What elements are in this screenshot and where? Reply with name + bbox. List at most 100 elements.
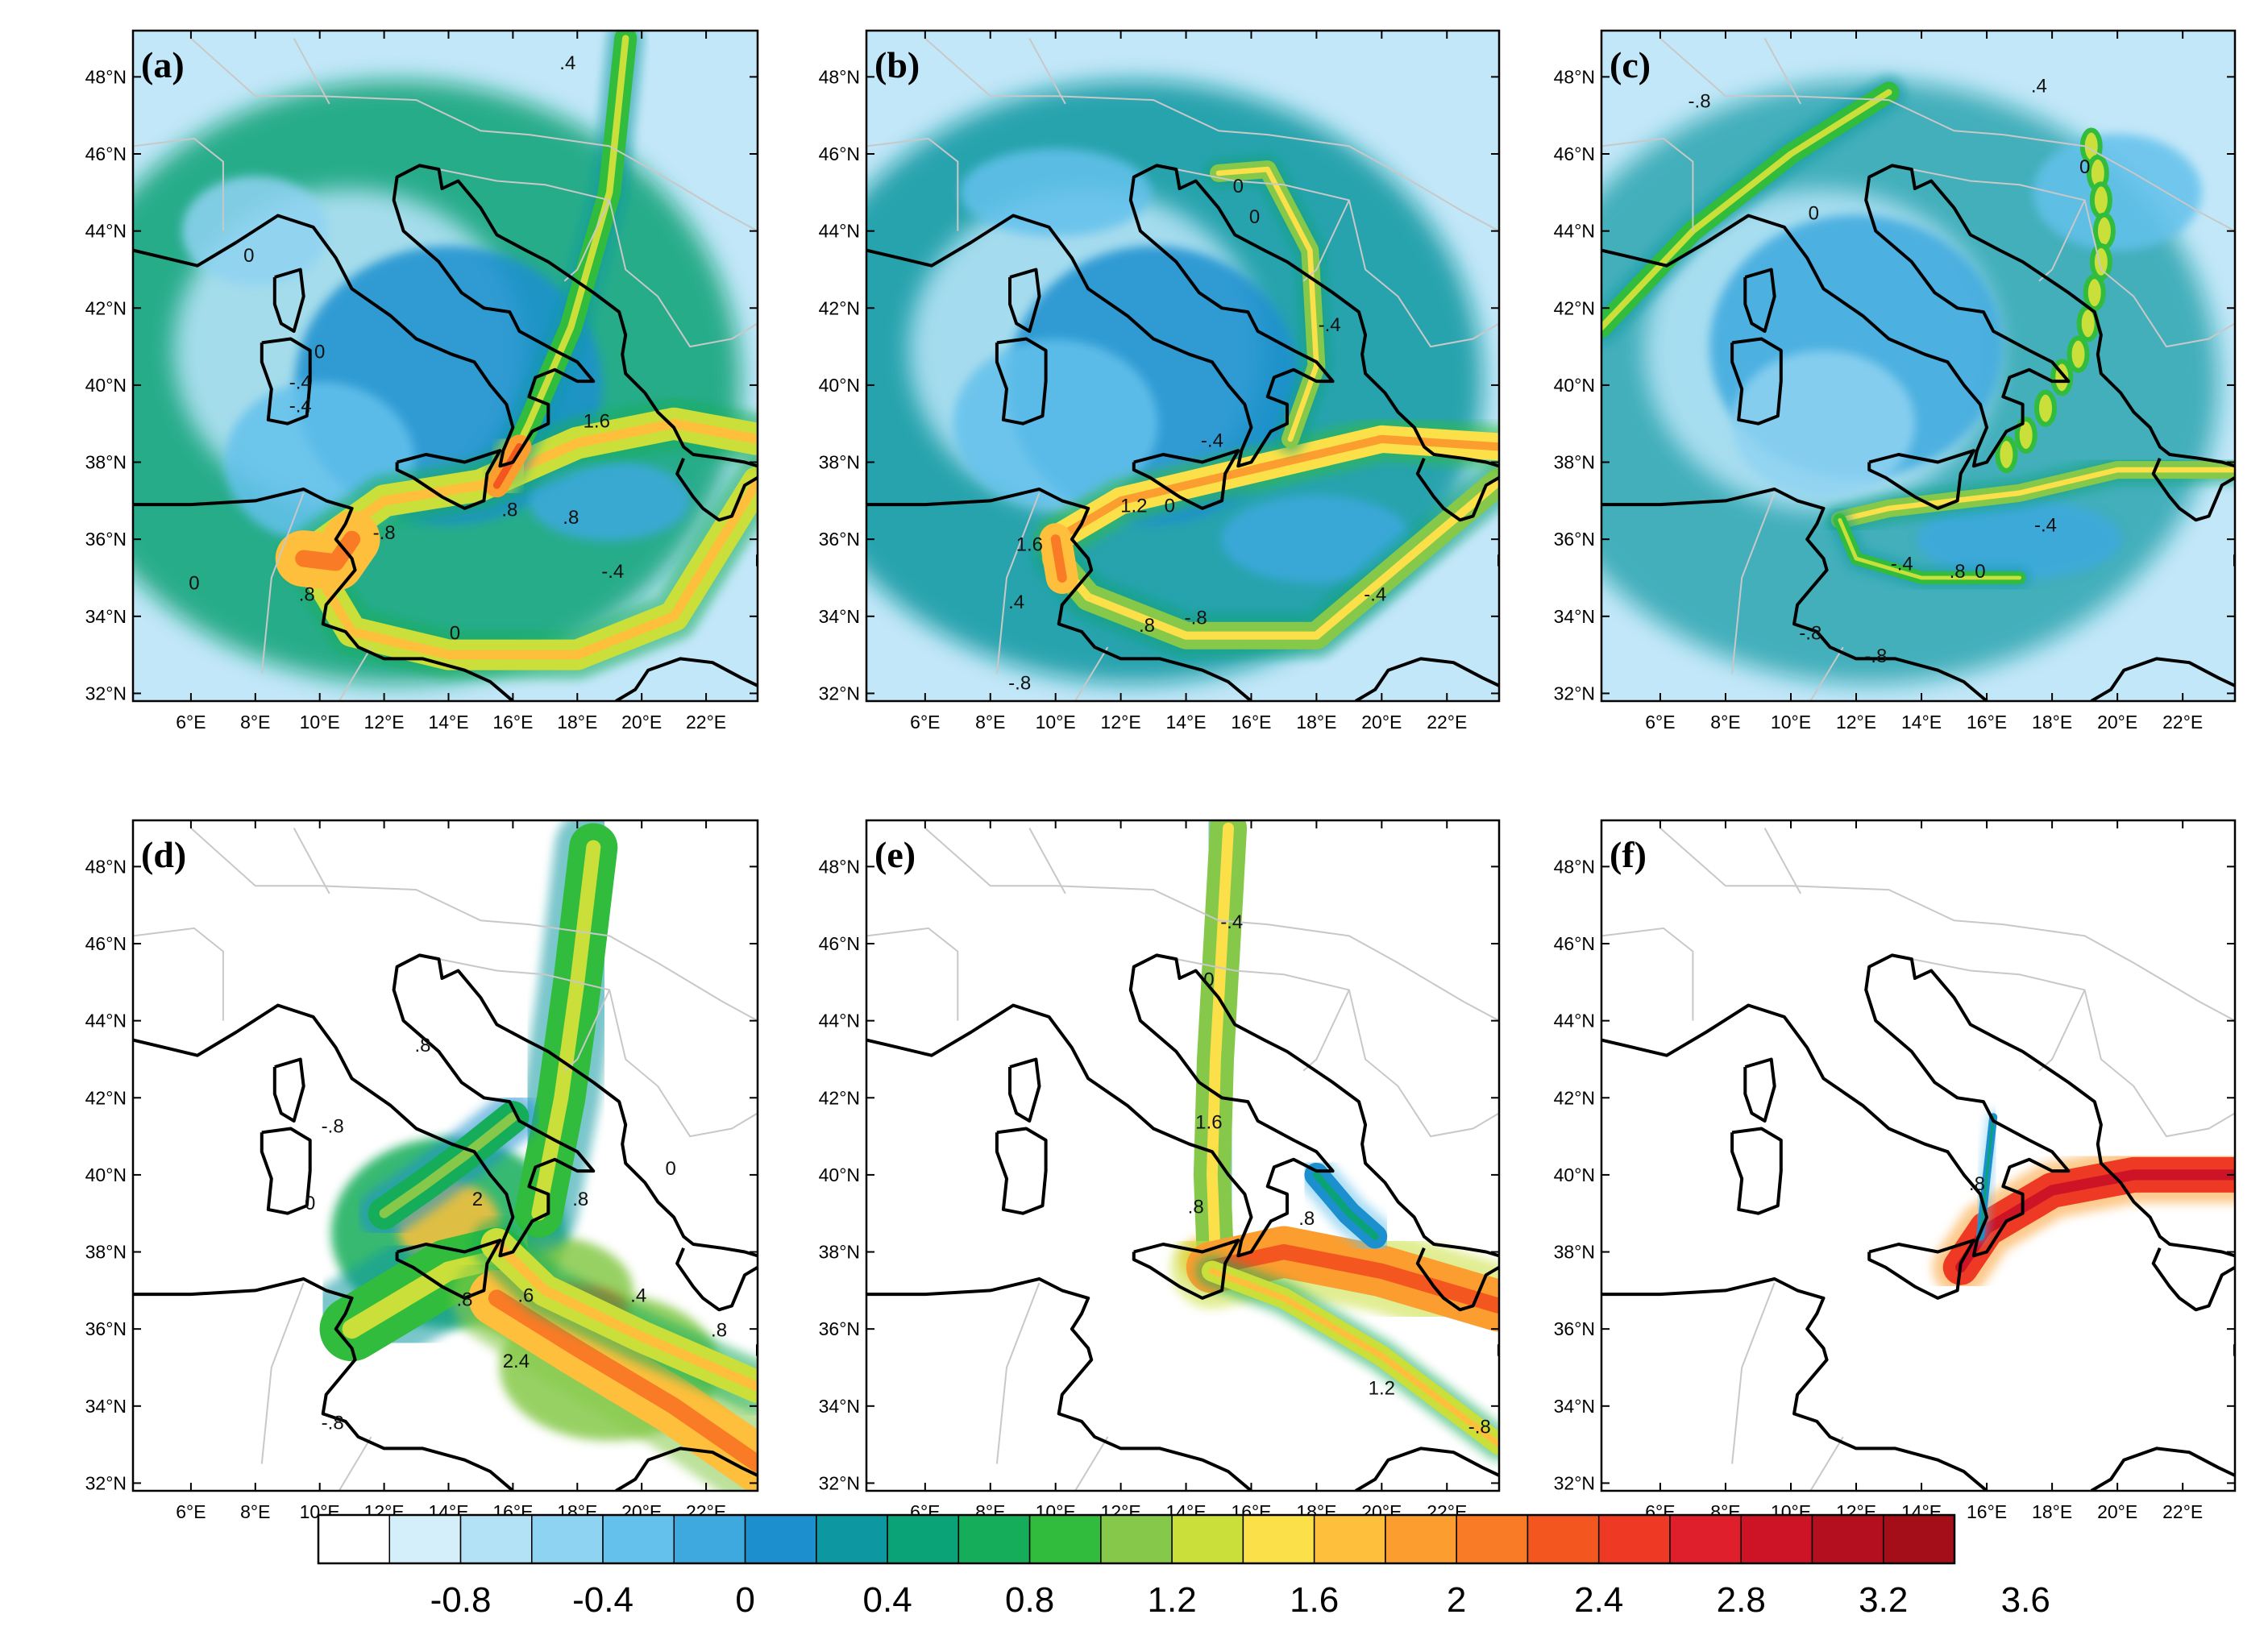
lat-tick-label: 44°N xyxy=(1554,1011,1595,1031)
colorbar-box xyxy=(1669,1514,1742,1564)
coastline xyxy=(866,164,1499,468)
lon-tick-label: 10°E xyxy=(1771,712,1811,733)
lon-tick-label: 12°E xyxy=(1836,712,1876,733)
country-border xyxy=(260,492,305,674)
contour-label: 0 xyxy=(1203,969,1214,991)
lat-tick-label: 46°N xyxy=(85,143,127,164)
lon-tick-label: 14°E xyxy=(1165,712,1206,733)
lon-tick-label: 6°E xyxy=(176,1501,206,1522)
country-border xyxy=(260,1282,305,1464)
coastline xyxy=(1008,1057,1041,1123)
country-border xyxy=(924,827,1499,1022)
country-border xyxy=(1731,1282,1776,1464)
contour-label: 0 xyxy=(314,341,325,363)
country-border xyxy=(1074,646,1109,701)
colorbar-box xyxy=(957,1514,1031,1564)
contour-label: -.4 xyxy=(1220,911,1243,933)
map-frame xyxy=(865,819,1501,1492)
field-layer: .8 xyxy=(1601,827,2235,1491)
lon-tick-label: 8°E xyxy=(240,712,270,733)
coastline xyxy=(1132,449,1240,510)
contour-label: 1.6 xyxy=(1195,1112,1222,1134)
lat-tick-label: 40°N xyxy=(819,375,860,396)
country-border xyxy=(1028,828,1066,894)
panel-label: (e) xyxy=(874,834,916,875)
panel-label: (a) xyxy=(141,44,185,85)
colorbar-box xyxy=(1242,1514,1315,1564)
field-band-core xyxy=(492,442,523,489)
lon-tick-label: 6°E xyxy=(176,712,206,733)
contour-label: .8 xyxy=(1950,561,1966,583)
coastline xyxy=(1601,953,2235,1258)
contour-label: .8 xyxy=(299,584,315,606)
coastline xyxy=(272,1057,305,1123)
lat-tick-label: 48°N xyxy=(1554,856,1595,877)
lon-tick-label: 18°E xyxy=(1296,712,1336,733)
country-border xyxy=(1731,492,1776,674)
contour-label: -.4 xyxy=(1201,430,1223,451)
lat-tick-label: 34°N xyxy=(819,1396,860,1417)
map-panel-d: -.8 0 .8 .8 0 2 .8 .6 .4 2.4 .8 -.8 32°N 34°N 36°N 38°N… xyxy=(85,819,759,1522)
field-blob xyxy=(1221,495,1412,583)
lat-tick-label: 36°N xyxy=(819,529,860,550)
lat-tick-label: 34°N xyxy=(1554,1396,1595,1417)
lon-tick-label: 6°E xyxy=(1645,712,1675,733)
field-band-core xyxy=(379,1112,518,1218)
field-layer: 00-.41.2.41.6.80-.4-.8-.8-.4 xyxy=(866,31,1499,701)
contour-label: -.8 xyxy=(1468,1416,1491,1438)
lat-tick-label: 42°N xyxy=(85,1087,127,1108)
country-border xyxy=(1601,137,1694,231)
lat-tick-label: 32°N xyxy=(85,1472,127,1493)
country-border xyxy=(1176,958,1499,1138)
lat-tick-label: 38°N xyxy=(1554,452,1595,473)
contour-label: -.8 xyxy=(1799,622,1821,644)
coastline xyxy=(866,1277,1252,1491)
country-border xyxy=(1601,927,1694,1021)
coastline xyxy=(1601,164,2235,468)
lat-tick-label: 34°N xyxy=(819,606,860,627)
map-panel-c: -.8 0 .4 0 -.4 -.8 -.4 .8 0 -.8 32°N 34°N 36°N 38°N 40… xyxy=(1554,29,2237,733)
lat-tick-label: 36°N xyxy=(1554,529,1595,550)
field-band-core xyxy=(1838,517,2021,580)
contour-label: 0 xyxy=(1233,176,1244,197)
lat-tick-label: 36°N xyxy=(85,1318,127,1339)
lon-tick-label: 22°E xyxy=(686,712,726,733)
map-frame xyxy=(1600,819,2237,1492)
contour-label: 0 xyxy=(1249,206,1260,228)
lat-tick-label: 42°N xyxy=(819,297,860,318)
lon-tick-label: 6°E xyxy=(910,712,940,733)
lat-tick-label: 38°N xyxy=(819,1242,860,1263)
contour-label: 2 xyxy=(472,1189,483,1210)
country-border xyxy=(1659,827,2235,1022)
lon-tick-label: 20°E xyxy=(2097,1501,2137,1522)
lat-tick-label: 34°N xyxy=(85,1396,127,1417)
lon-tick-label: 10°E xyxy=(1036,712,1076,733)
field-band-core xyxy=(295,530,361,571)
country-border xyxy=(438,958,758,1138)
lon-tick-label: 20°E xyxy=(1361,712,1402,733)
field-cell xyxy=(2034,389,2058,427)
contour-label: 1.2 xyxy=(1369,1377,1395,1399)
field-band-core xyxy=(1204,1243,1499,1314)
lon-tick-label: 18°E xyxy=(2032,1501,2072,1522)
contour-label: 1.2 xyxy=(1120,496,1147,517)
country-border xyxy=(995,1282,1041,1464)
coastline xyxy=(2151,1247,2235,1312)
lat-tick-label: 32°N xyxy=(819,683,860,704)
country-border xyxy=(133,137,224,231)
coastline xyxy=(1008,268,1041,333)
lat-tick-label: 44°N xyxy=(819,221,860,242)
colorbar-label: 2.8 xyxy=(1717,1580,1766,1620)
lat-tick-label: 38°N xyxy=(1554,1242,1595,1263)
colorbar-label: 1.2 xyxy=(1148,1580,1197,1620)
contour-label: .8 xyxy=(1139,615,1155,637)
coastline xyxy=(866,488,1252,701)
map-panel-a: -.40-.401.6.8.8-.80.8-.40.432°N34°N36°N3… xyxy=(85,29,759,733)
colorbar-label: 0.8 xyxy=(1005,1580,1054,1620)
colorbar-label: 1.6 xyxy=(1290,1580,1339,1620)
colorbar-box xyxy=(1028,1514,1102,1564)
contour-label: .6 xyxy=(517,1285,534,1307)
colorbar-label: -0.4 xyxy=(572,1580,633,1620)
lat-tick-label: 46°N xyxy=(85,933,127,954)
lon-tick-label: 16°E xyxy=(492,712,533,733)
